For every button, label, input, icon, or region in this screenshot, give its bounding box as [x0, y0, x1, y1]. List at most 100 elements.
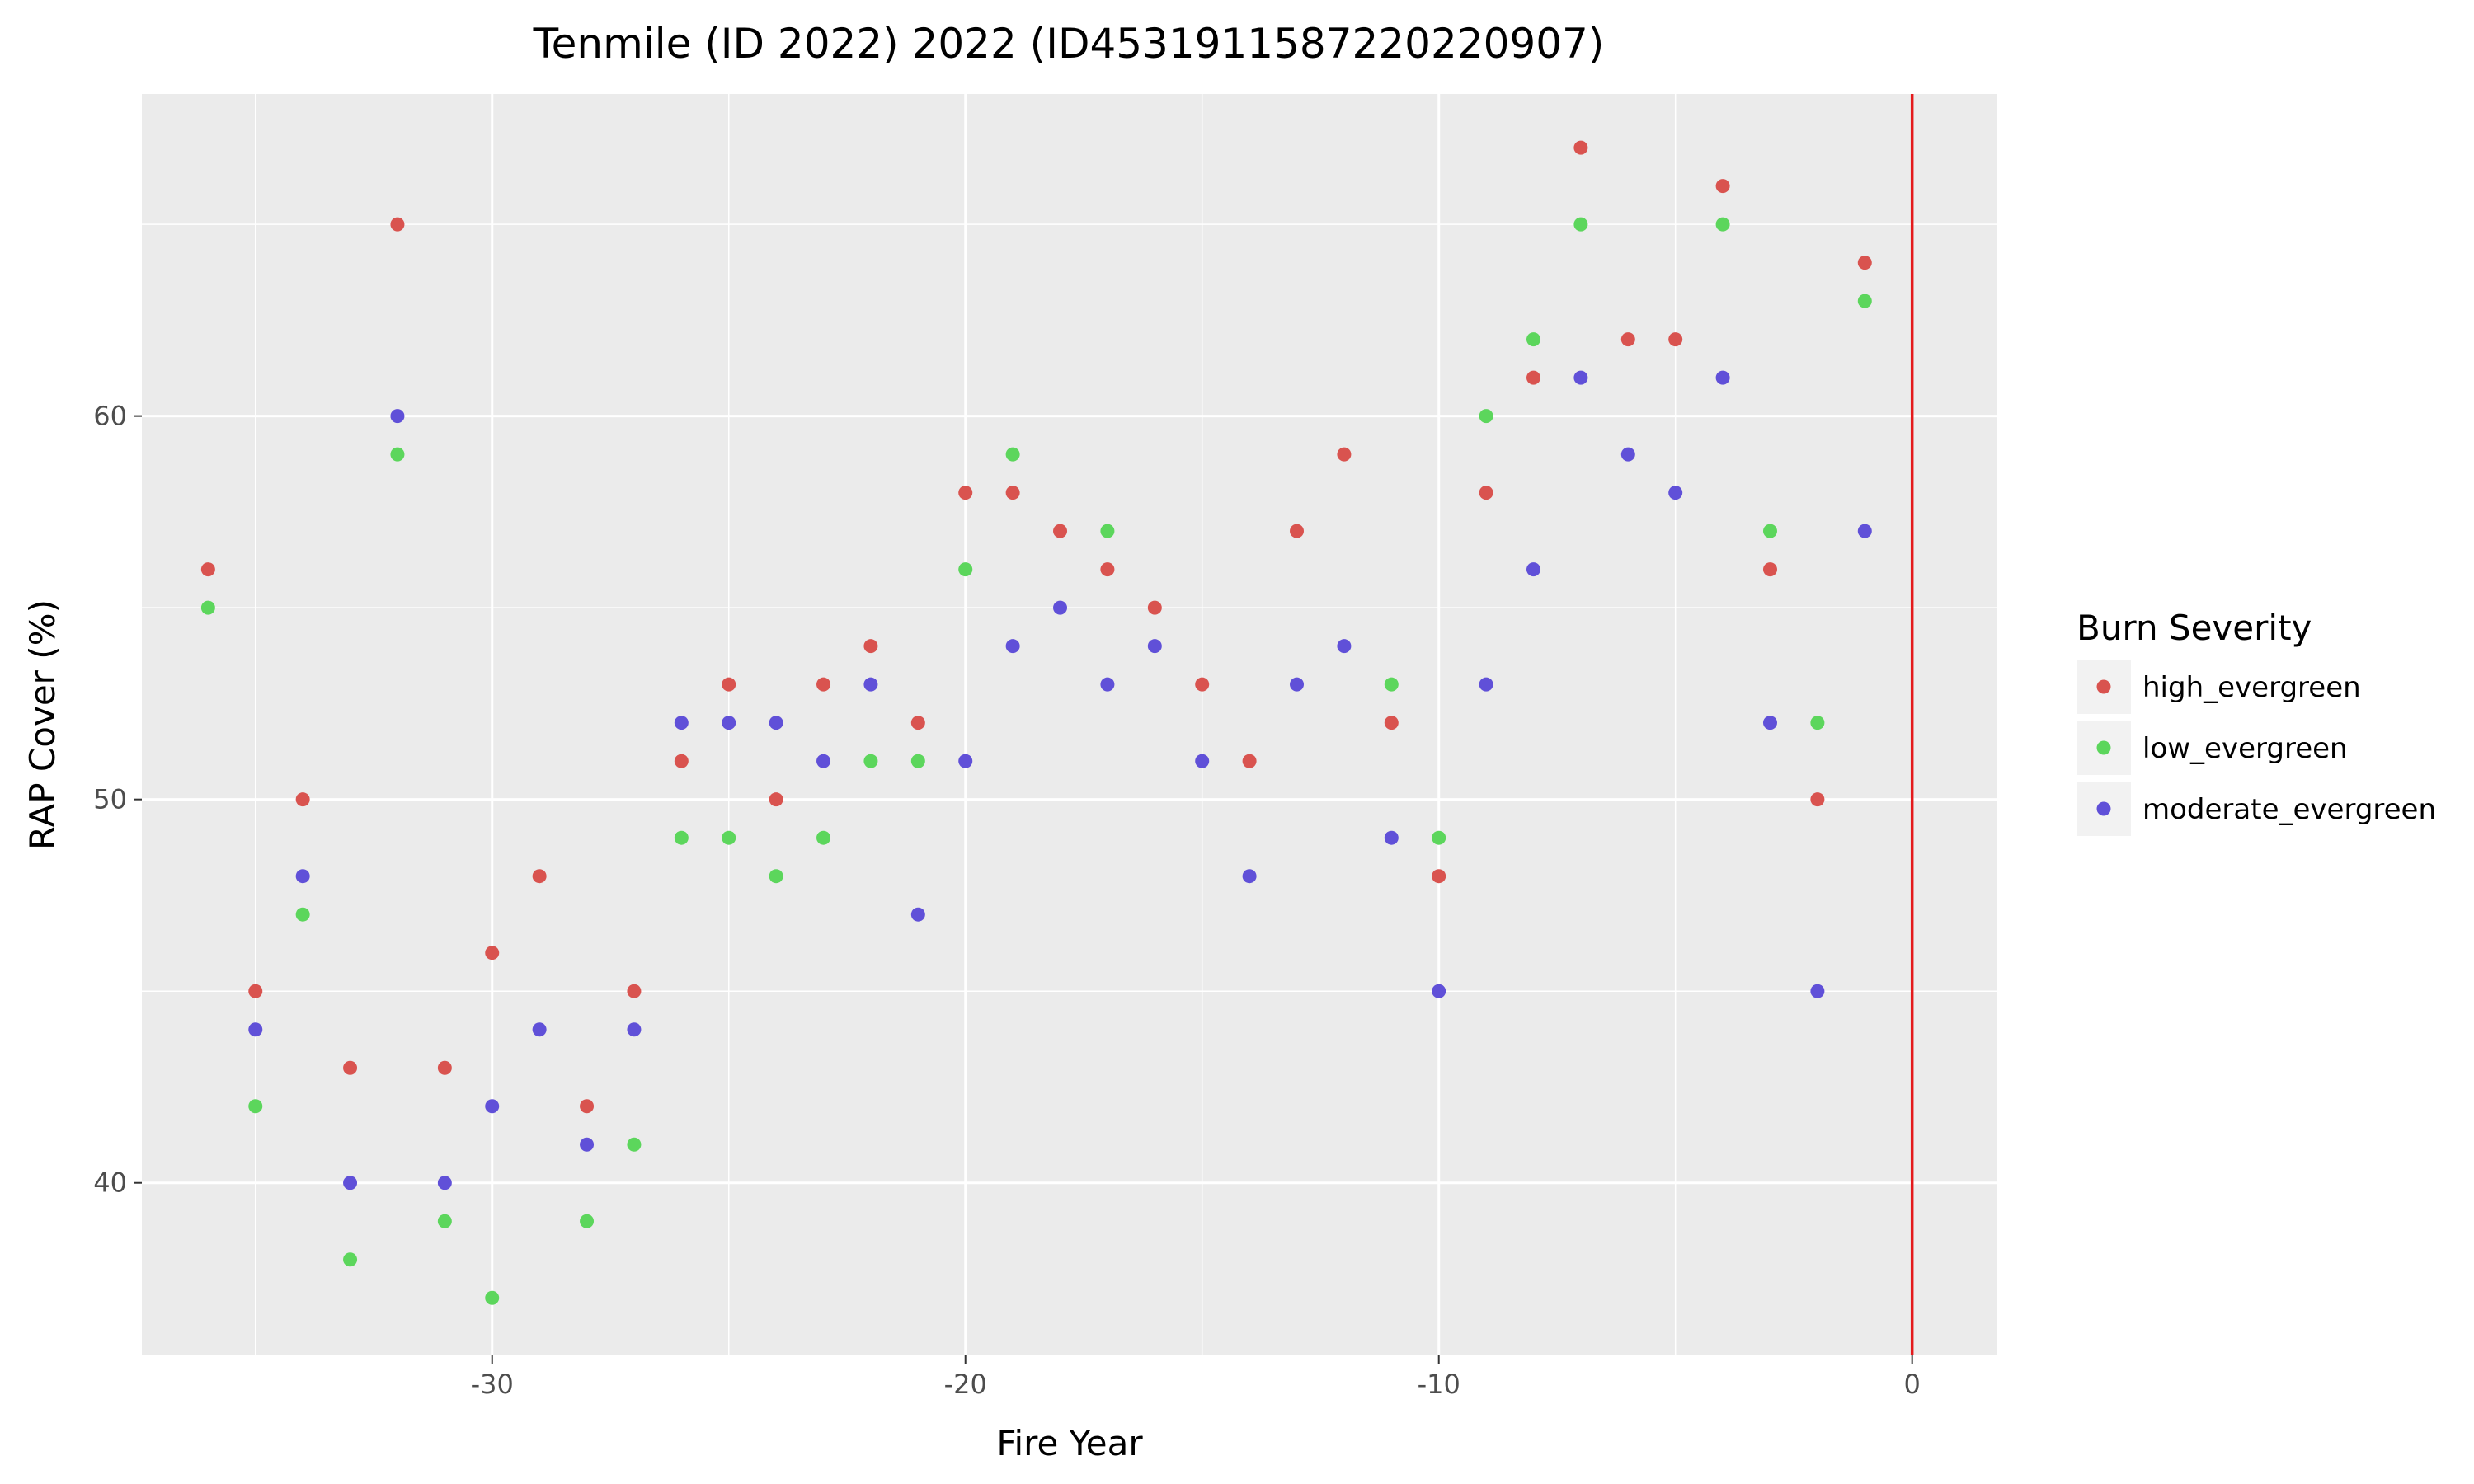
data-point-high_evergreen [248, 984, 263, 998]
grid-minor [142, 94, 1997, 1355]
data-point-high_evergreen [1620, 332, 1635, 347]
data-point-high_evergreen [1810, 792, 1825, 807]
x-tick-label: -30 [471, 1369, 514, 1400]
legend: Burn Severity high_evergreen low_evergree… [2077, 608, 2436, 836]
data-point-low_evergreen [1762, 524, 1777, 538]
y-tick-label: 50 [93, 784, 127, 815]
data-point-high_evergreen [485, 946, 500, 960]
data-point-moderate_evergreen [1479, 677, 1493, 692]
data-point-low_evergreen [1384, 677, 1399, 692]
data-point-high_evergreen [1715, 179, 1730, 194]
data-point-low_evergreen [722, 830, 736, 845]
data-point-high_evergreen [1526, 370, 1540, 385]
data-point-high_evergreen [200, 562, 215, 577]
data-point-moderate_evergreen [1053, 600, 1068, 615]
data-point-high_evergreen [627, 984, 642, 998]
data-point-high_evergreen [1573, 140, 1588, 155]
data-point-low_evergreen [580, 1214, 595, 1228]
series-low_evergreen [200, 217, 1872, 1305]
data-point-high_evergreen [532, 869, 547, 884]
data-point-moderate_evergreen [1526, 562, 1540, 577]
data-point-moderate_evergreen [532, 1022, 547, 1037]
data-point-high_evergreen [674, 754, 689, 768]
x-tick-label: 0 [1904, 1369, 1921, 1400]
data-point-moderate_evergreen [958, 754, 973, 768]
data-point-moderate_evergreen [1290, 677, 1305, 692]
data-point-low_evergreen [390, 447, 405, 462]
data-point-low_evergreen [1857, 294, 1872, 308]
data-point-moderate_evergreen [1242, 869, 1257, 884]
data-point-moderate_evergreen [343, 1176, 358, 1190]
x-tick-label: -10 [1418, 1369, 1460, 1400]
data-point-moderate_evergreen [863, 677, 878, 692]
data-point-high_evergreen [1479, 486, 1493, 500]
data-point-moderate_evergreen [1715, 370, 1730, 385]
data-point-low_evergreen [295, 907, 310, 922]
data-point-moderate_evergreen [485, 1099, 500, 1114]
data-point-high_evergreen [816, 677, 831, 692]
data-point-low_evergreen [200, 600, 215, 615]
data-point-high_evergreen [1290, 524, 1305, 538]
data-point-moderate_evergreen [722, 716, 736, 730]
data-point-low_evergreen [1005, 447, 1020, 462]
data-point-moderate_evergreen [295, 869, 310, 884]
data-point-high_evergreen [343, 1060, 358, 1075]
legend-marker-low_evergreen [2096, 740, 2111, 755]
data-point-moderate_evergreen [1005, 639, 1020, 654]
legend-label-moderate_evergreen: moderate_evergreen [2142, 793, 2436, 826]
legend-items: high_evergreen low_evergreen moderate_ever… [2077, 660, 2436, 836]
data-point-moderate_evergreen [1810, 984, 1825, 998]
data-point-moderate_evergreen [1762, 716, 1777, 730]
data-point-low_evergreen [769, 869, 783, 884]
data-point-high_evergreen [1100, 562, 1115, 577]
legend-label-high_evergreen: high_evergreen [2142, 671, 2361, 704]
data-point-high_evergreen [437, 1060, 452, 1075]
data-point-moderate_evergreen [248, 1022, 263, 1037]
data-point-moderate_evergreen [580, 1137, 595, 1152]
data-point-high_evergreen [580, 1099, 595, 1114]
data-point-low_evergreen [910, 754, 925, 768]
data-point-moderate_evergreen [1100, 677, 1115, 692]
legend-marker-moderate_evergreen [2096, 801, 2111, 816]
chart-title: Tenmile (ID 2022) 2022 (ID45319115872202… [533, 20, 1605, 68]
data-point-moderate_evergreen [437, 1176, 452, 1190]
data-point-moderate_evergreen [910, 907, 925, 922]
data-point-high_evergreen [1337, 447, 1352, 462]
data-point-moderate_evergreen [674, 716, 689, 730]
legend-marker-high_evergreen [2096, 679, 2111, 694]
x-axis-ticks: -30 -20 -10 0 [471, 1355, 1921, 1400]
series-high_evergreen [200, 140, 1872, 1114]
data-point-moderate_evergreen [1668, 486, 1683, 500]
data-point-high_evergreen [1762, 562, 1777, 577]
y-tick-label: 60 [93, 401, 127, 432]
data-point-low_evergreen [1479, 409, 1493, 424]
y-tick-label: 40 [93, 1167, 127, 1199]
data-point-high_evergreen [1242, 754, 1257, 768]
data-point-moderate_evergreen [1147, 639, 1162, 654]
data-point-low_evergreen [485, 1290, 500, 1305]
data-point-moderate_evergreen [1573, 370, 1588, 385]
data-point-high_evergreen [958, 486, 973, 500]
data-point-low_evergreen [1810, 716, 1825, 730]
data-point-low_evergreen [1715, 217, 1730, 232]
data-point-moderate_evergreen [1195, 754, 1210, 768]
data-point-high_evergreen [1857, 256, 1872, 270]
data-point-high_evergreen [1147, 600, 1162, 615]
data-point-high_evergreen [722, 677, 736, 692]
data-point-moderate_evergreen [1432, 984, 1446, 998]
data-point-moderate_evergreen [1857, 524, 1872, 538]
plot-panel [142, 94, 1997, 1355]
data-point-low_evergreen [674, 830, 689, 845]
data-point-low_evergreen [816, 830, 831, 845]
data-point-low_evergreen [863, 754, 878, 768]
data-point-high_evergreen [1432, 869, 1446, 884]
data-point-high_evergreen [1384, 716, 1399, 730]
data-point-low_evergreen [343, 1252, 358, 1267]
data-point-high_evergreen [910, 716, 925, 730]
data-point-high_evergreen [295, 792, 310, 807]
data-point-high_evergreen [769, 792, 783, 807]
x-tick-label: -20 [944, 1369, 987, 1400]
legend-title: Burn Severity [2077, 608, 2312, 648]
series-moderate_evergreen [248, 370, 1872, 1190]
